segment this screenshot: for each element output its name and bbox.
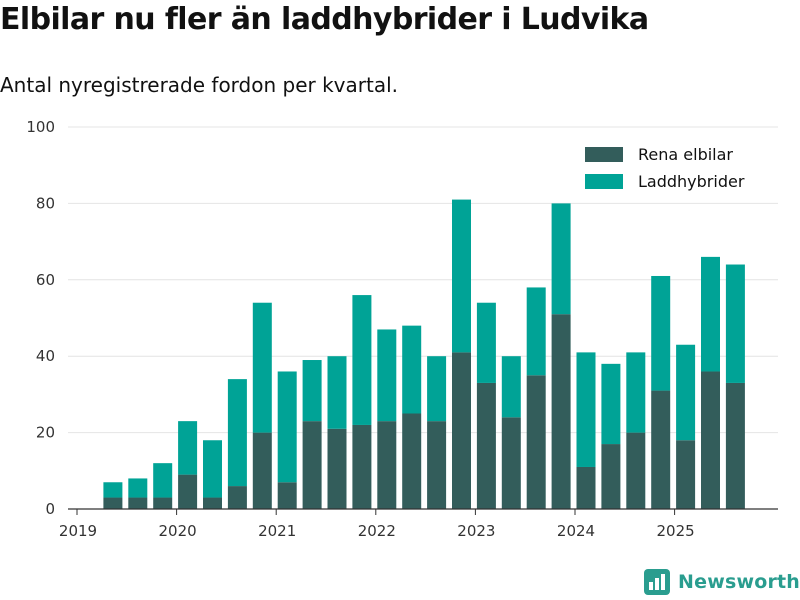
bar-rena-elbilar <box>128 497 148 509</box>
bar-rena-elbilar <box>452 352 471 509</box>
x-tick-label: 2025 <box>657 522 695 540</box>
bar-laddhybrider <box>252 302 272 433</box>
bar-laddhybrider <box>203 440 222 498</box>
bar-laddhybrider <box>377 329 397 422</box>
bar-rena-elbilar <box>551 314 571 509</box>
bar-rena-elbilar <box>153 497 173 509</box>
bar-laddhybrider <box>402 325 422 414</box>
bar-laddhybrider <box>576 352 596 467</box>
bar-rena-elbilar <box>103 497 123 509</box>
bar-laddhybrider <box>327 356 347 429</box>
bar-rena-elbilar <box>178 474 198 509</box>
bar-rena-elbilar <box>427 421 447 509</box>
newsworthy-logo-icon <box>644 569 670 595</box>
bar-rena-elbilar <box>203 497 222 509</box>
bar-laddhybrider <box>601 363 621 445</box>
bar-rena-elbilar <box>277 482 297 509</box>
bar-laddhybrider <box>352 295 372 425</box>
bar-rena-elbilar <box>676 440 696 509</box>
bar-laddhybrider <box>103 482 123 498</box>
bar-laddhybrider <box>701 256 720 372</box>
bar-laddhybrider <box>427 356 447 422</box>
y-tick-label: 80 <box>36 194 55 212</box>
legend-swatch <box>585 147 623 162</box>
bar-rena-elbilar <box>601 444 621 509</box>
bar-laddhybrider <box>178 421 198 475</box>
legend: Rena elbilar Laddhybrider <box>585 145 745 191</box>
bar-laddhybrider <box>676 344 696 441</box>
bar-rena-elbilar <box>701 371 720 509</box>
bar-rena-elbilar <box>576 466 596 509</box>
bars <box>103 199 745 509</box>
legend-swatch <box>585 174 623 189</box>
brand-name: Newsworthy <box>678 571 800 593</box>
bar-rena-elbilar <box>352 424 372 509</box>
bar-rena-elbilar <box>501 417 521 509</box>
bar-rena-elbilar <box>476 382 496 509</box>
bar-rena-elbilar <box>402 413 422 509</box>
bar-laddhybrider <box>277 371 297 483</box>
x-tick-label: 2023 <box>457 522 495 540</box>
bar-rena-elbilar <box>302 421 322 509</box>
chart-title: Elbilar nu fler än laddhybrider i Ludvik… <box>0 2 649 37</box>
x-tick-label: 2019 <box>59 522 97 540</box>
x-tick-label: 2022 <box>358 522 396 540</box>
bar-laddhybrider <box>128 478 148 498</box>
y-tick-label: 60 <box>36 271 55 289</box>
x-tick-label: 2021 <box>258 522 296 540</box>
bar-laddhybrider <box>476 302 496 383</box>
y-axis: 0 20 40 60 80 100 <box>26 118 55 518</box>
bar-rena-elbilar <box>651 390 671 509</box>
bar-laddhybrider <box>153 463 173 498</box>
bar-laddhybrider <box>725 264 745 383</box>
y-tick-label: 100 <box>26 118 55 136</box>
bar-laddhybrider <box>302 360 322 422</box>
bar-rena-elbilar <box>227 486 247 509</box>
brand-logo: Newsworthy <box>644 569 800 595</box>
x-axis: 2019 2020 2021 2022 2023 2024 2025 <box>59 508 778 540</box>
bar-laddhybrider <box>501 356 521 418</box>
bar-rena-elbilar <box>725 382 745 509</box>
x-tick-label: 2024 <box>557 522 595 540</box>
bar-laddhybrider <box>551 203 571 315</box>
y-tick-label: 20 <box>36 424 55 442</box>
bar-laddhybrider <box>227 379 247 487</box>
bar-rena-elbilar <box>327 428 347 509</box>
bar-rena-elbilar <box>252 432 272 509</box>
bar-rena-elbilar <box>626 432 646 509</box>
bar-laddhybrider <box>452 199 471 353</box>
y-tick-label: 40 <box>36 347 55 365</box>
x-tick-label: 2020 <box>159 522 197 540</box>
bar-rena-elbilar <box>526 375 546 509</box>
bar-laddhybrider <box>526 287 546 376</box>
legend-label: Laddhybrider <box>638 172 745 191</box>
y-tick-label: 0 <box>45 500 55 518</box>
legend-label: Rena elbilar <box>638 145 733 164</box>
bar-rena-elbilar <box>377 421 397 509</box>
bar-laddhybrider <box>651 275 671 391</box>
bar-laddhybrider <box>626 352 646 433</box>
chart-subtitle: Antal nyregistrerade fordon per kvartal. <box>0 73 399 97</box>
